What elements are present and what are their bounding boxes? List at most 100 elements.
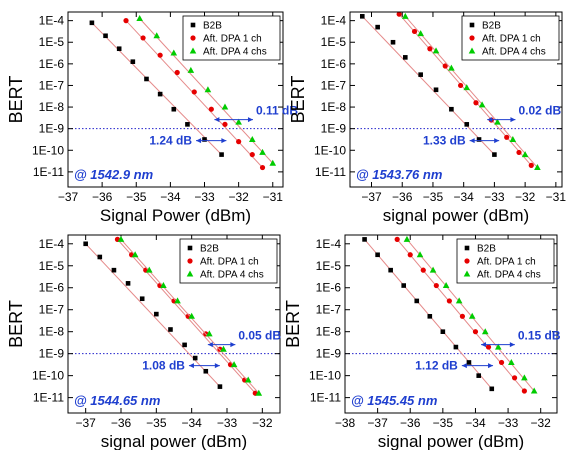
dpa-4chs-marker [259,148,266,155]
legend-circle-icon [469,35,475,41]
dpa-1ch-marker [427,46,433,52]
y-tick-label: 1E-4 [321,14,347,28]
arrow-head [188,363,194,369]
x-tick-label: −34 [160,190,181,204]
x-axis-label: Signal Power (dBm) [100,206,251,225]
x-tick-label: −32 [228,190,249,204]
dpa-4chs-marker [221,103,229,110]
dpa-1ch-marker [420,267,426,273]
dpa-4chs-marker [521,151,529,158]
dpa-4chs-marker [509,135,517,142]
legend-label: B2B [482,21,501,32]
gap-label-dpa: 0.02 dB [518,104,561,118]
legend-box [179,238,278,284]
legend: B2B Aft. DPA 1 ch Aft. DPA 4 chs [179,238,278,284]
b2b-marker [375,252,380,258]
b2b-marker [433,87,439,93]
y-tick-label: 1E-7 [39,303,65,317]
x-tick-label: −36 [92,190,113,204]
dpa-1ch-marker [407,252,413,258]
dpa-4chs-marker [206,330,213,337]
dpa-4chs-marker [494,118,501,125]
x-axis-label: signal power (dBm) [383,206,529,225]
x-tick-label: −36 [400,416,421,430]
b2b-marker [401,283,407,288]
data-marks [359,12,541,171]
gap-label-b2b: 1.33 dB [423,134,466,148]
b2b-marker [476,137,482,142]
b2b-marker [202,137,207,142]
x-tick-label: −33 [217,416,238,430]
chart-panel-1: 1E-4 1E-5 1E-6 1E-7 1E-8 1E-9 1E-10 1E-11 −37 −36… [6,11,298,225]
x-tick-label: −35 [423,190,444,204]
x-axis-label: signal power (dBm) [101,432,247,450]
dpa-4chs-marker [188,312,195,319]
dpa-1ch-marker [472,329,479,335]
legend-label: B2B [200,244,219,255]
gap-label-dpa: 0.05 dB [238,329,281,343]
dpa-1ch-marker [394,236,400,242]
fit-line-1 [91,22,222,155]
dpa-4chs-marker [230,361,238,368]
dpa-4chs-marker [136,14,143,21]
b2b-marker [390,39,396,45]
b2b-marker [89,20,95,26]
dpa-1ch-marker [458,82,464,89]
dpa-1ch-marker [259,164,266,171]
b2b-marker [440,329,446,334]
dpa-4chs-marker [455,297,463,304]
x-tick-label: −37 [58,190,79,204]
b2b-marker [375,24,380,30]
wavelength-label: @ 1543.76 nm [356,167,443,182]
x-tick-label: −31 [546,190,567,204]
b2b-marker [182,342,187,348]
y-tick-label: 1E-10 [309,369,341,383]
b2b-marker [217,384,223,389]
wavelength-label: @ 1542.9 nm [74,167,154,182]
legend-square-icon [469,22,475,28]
y-tick-label: 1E-4 [39,14,65,28]
arrow-head [461,363,467,369]
x-tick-label: −36 [111,416,132,430]
dpa-1ch-marker [516,149,522,156]
b2b-marker [489,386,495,392]
fit-line-1 [361,15,495,155]
dpa-4chs-marker [468,312,476,319]
legend-box [456,238,555,284]
y-tick-label: 1E-7 [321,78,347,92]
dpa-4chs-marker [463,84,471,91]
data-marks [89,14,277,171]
dpa-4chs-marker [508,358,515,365]
legend-label: Aft. DPA 1 ch [203,34,262,45]
chart-panel-4: 1E-4 1E-5 1E-6 1E-7 1E-8 1E-9 1E-10 1E-11 −38 −37… [283,234,561,450]
dpa-1ch-marker [433,282,439,289]
legend-square-icon [464,245,470,251]
x-axis-label: signal power (dBm) [378,432,524,450]
b2b-marker [130,59,136,64]
y-tick-label: 1E-10 [32,369,64,383]
gap-label-b2b: 1.08 dB [142,359,185,373]
y-tick-label: 1E-6 [316,281,342,295]
legend-square-icon [187,245,193,251]
gap-label-dpa: 0.11 dB [256,104,298,118]
arrow-head [469,138,475,144]
y-tick-label: 1E-5 [316,259,342,273]
y-tick-label: 1E-7 [316,303,342,317]
legend-label: Aft. DPA 1 ch [200,257,259,268]
plot-frame [344,234,558,414]
plot-frame [67,11,284,188]
x-tick-label: −33 [194,190,215,204]
x-tick-label: −35 [433,416,454,430]
y-tick-label: 1E-8 [39,325,65,339]
y-tick-label: 1E-7 [39,78,65,92]
legend-label: B2B [203,21,222,32]
b2b-marker [144,76,149,82]
legend: B2B Aft. DPA 1 ch Aft. DPA 4 chs [182,15,281,61]
dpa-4chs-marker [417,30,424,37]
x-tick-label: −34 [465,416,486,430]
y-tick-label: 1E-6 [39,281,65,295]
legend-triangle-icon [463,270,471,277]
x-tick-label: −38 [335,416,356,430]
arrow-head [221,138,227,144]
x-tick-label: −33 [484,190,505,204]
